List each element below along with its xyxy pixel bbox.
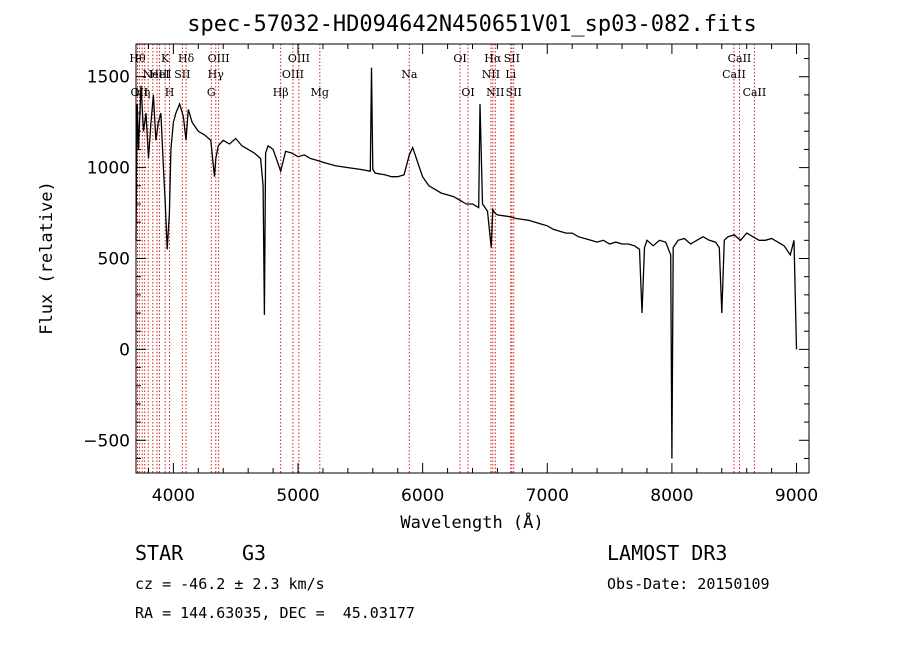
y-tick-label: 0 <box>119 340 130 360</box>
line-marker-label: H <box>165 86 175 99</box>
line-marker-label: CaII <box>722 68 746 81</box>
line-marker-label: OIII <box>208 52 230 65</box>
x-tick-label: 8000 <box>650 486 693 506</box>
x-tick-label: 9000 <box>775 486 818 506</box>
line-marker-label: Mg <box>311 86 329 99</box>
line-marker-label: K <box>161 52 170 65</box>
y-tick-label: 1000 <box>87 159 130 179</box>
line-marker-label: Hγ <box>208 68 225 81</box>
line-marker-label: NeIII <box>142 68 171 81</box>
y-tick-label: −500 <box>83 431 130 451</box>
line-marker-label: Hβ <box>273 86 289 99</box>
line-marker-label: NII <box>486 86 504 99</box>
line-marker-label: SII <box>504 52 520 65</box>
line-marker-labels: HθOIIHηNeIIIHeIKHSIIHδGHγOIIIHβOIIIOIIIM… <box>129 52 766 99</box>
spectral-subclass: G3 <box>242 541 267 565</box>
line-marker-label: OIII <box>288 52 310 65</box>
line-marker-label: Hη <box>134 86 150 99</box>
line-marker-label: Hδ <box>178 52 195 65</box>
redshift-value: cz = -46.2 ± 2.3 km/s <box>135 575 325 593</box>
line-marker-label: OI <box>453 52 466 65</box>
line-marker-label: OIII <box>282 68 304 81</box>
line-marker-label: CaII <box>728 52 752 65</box>
plot-frame <box>135 43 810 474</box>
series-line <box>135 67 798 459</box>
y-axis-label: Flux (relative) <box>37 181 57 335</box>
x-tick-label: 4000 <box>152 486 195 506</box>
line-marker-label: SII <box>174 68 190 81</box>
observation-date: Obs-Date: 20150109 <box>607 575 770 593</box>
line-marker-label: Hα <box>484 52 502 65</box>
y-tick-label: 1500 <box>87 68 130 88</box>
line-marker-label: OII <box>131 86 149 99</box>
line-marker-label: NII <box>482 68 500 81</box>
line-marker-label: SII <box>506 86 522 99</box>
line-marker-label: CaII <box>743 86 767 99</box>
y-axis: −500 0 500 1000 1500 <box>83 58 809 459</box>
chart-title: spec-57032-HD094642N450651V01_sp03-082.f… <box>187 12 757 37</box>
line-marker-label: HeI <box>149 68 169 81</box>
x-tick-label: 7000 <box>526 486 569 506</box>
object-class: STAR <box>135 541 184 565</box>
x-axis-label: Wavelength (Å) <box>400 511 543 533</box>
line-marker-label: Li <box>505 68 516 81</box>
line-marker-label: OI <box>461 86 474 99</box>
line-marker-label: G <box>207 86 216 99</box>
line-marker-label: Na <box>401 68 418 81</box>
y-tick-label: 500 <box>98 250 130 270</box>
x-axis: 4000 5000 6000 7000 8000 9000 <box>147 44 818 506</box>
coordinates: RA = 144.63035, DEC = 45.03177 <box>135 604 415 622</box>
x-tick-label: 5000 <box>276 486 319 506</box>
line-markers <box>136 44 755 473</box>
survey-name: LAMOST DR3 <box>607 541 728 565</box>
x-tick-label: 6000 <box>401 486 444 506</box>
